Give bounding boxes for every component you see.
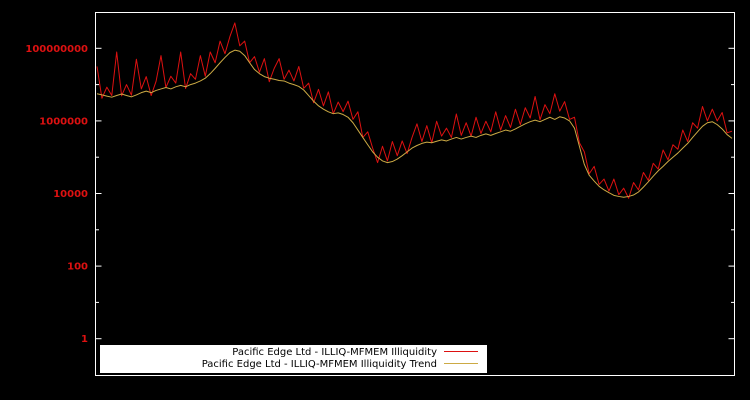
legend-label-illiquidity: Pacific Edge Ltd - ILLIQ-MFMEM Illiquidi…	[232, 347, 437, 358]
series-lines	[96, 22, 733, 199]
series-illiquidity-line	[96, 22, 733, 199]
legend-label-trend: Pacific Edge Ltd - ILLIQ-MFMEM Illiquidi…	[202, 359, 437, 370]
series-trend-line	[96, 49, 733, 198]
legend-box	[100, 345, 487, 373]
y-tick-label: 1	[81, 334, 88, 345]
y-axis: 1 100 10000 1000000 100000000	[25, 44, 735, 345]
y-tick-label: 1000000	[39, 116, 88, 127]
legend: Pacific Edge Ltd - ILLIQ-MFMEM Illiquidi…	[100, 345, 487, 373]
y-tick-label: 10000	[53, 189, 88, 200]
y-tick-label: 100	[67, 262, 88, 273]
y-tick-label: 100000000	[25, 44, 88, 55]
